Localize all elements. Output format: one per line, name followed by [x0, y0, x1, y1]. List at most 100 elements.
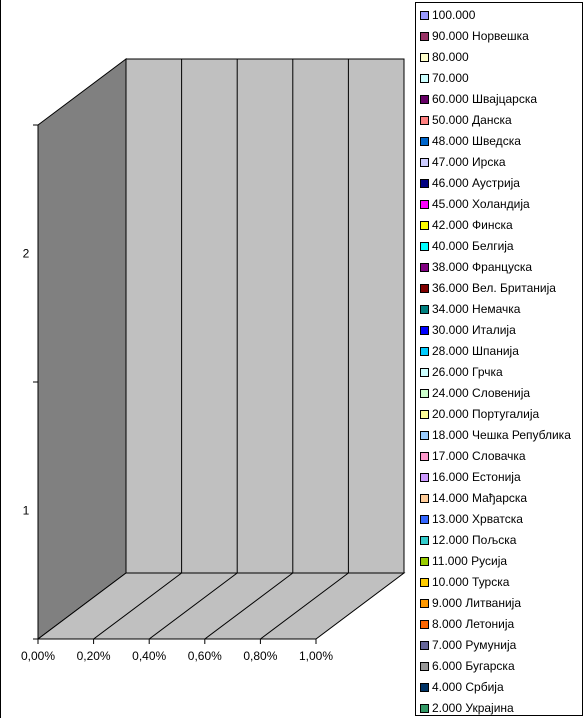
floor-gridline — [93, 572, 182, 640]
floor-gridline — [260, 572, 349, 640]
legend-swatch — [420, 556, 429, 566]
legend-label: 12.000 Пољска — [432, 533, 517, 547]
legend-item: 45.000 Холандија — [420, 195, 530, 213]
y-axis-ticks: 12 — [23, 124, 38, 640]
legend-label: 80.000 — [432, 50, 469, 64]
legend-item: 80.000 — [420, 48, 469, 66]
legend-label: 16.000 Естонија — [432, 470, 521, 484]
legend-item: 16.000 Естонија — [420, 468, 521, 486]
legend-item: 10.000 Турска — [420, 573, 509, 591]
legend-label: 60.000 Швајцарска — [432, 92, 538, 106]
legend-item: 90.000 Норвешка — [420, 27, 529, 45]
legend: 100.000 90.000 Норвешка 80.000 70.000 60.000… — [415, 2, 583, 716]
legend-label: 4.000 Србија — [432, 680, 504, 694]
legend-item: 50.000 Данска — [420, 111, 512, 129]
legend-swatch — [420, 94, 429, 104]
legend-swatch — [420, 283, 429, 293]
legend-label: 40.000 Белгија — [432, 239, 514, 253]
legend-item: 11.000 Русија — [420, 552, 507, 570]
legend-item: 46.000 Аустрија — [420, 174, 520, 192]
side-wall — [37, 58, 127, 640]
legend-label: 7.000 Румунија — [432, 638, 517, 652]
legend-label: 48.000 Шведска — [432, 134, 521, 148]
legend-swatch — [420, 472, 429, 482]
legend-label: 9.000 Литванија — [432, 596, 522, 610]
back-wall — [125, 58, 405, 574]
legend-item: 17.000 Словачка — [420, 447, 526, 465]
x-tick-label: 0,20% — [77, 649, 111, 663]
legend-label: 8.000 Летонија — [432, 617, 515, 631]
legend-swatch — [420, 682, 429, 692]
legend-swatch — [420, 115, 429, 125]
chart-plot-area: 0,00% 0,20% 0,40% 0,60% 0,80% 1,00% 12 — [21, 58, 406, 663]
legend-swatch — [420, 178, 429, 188]
legend-swatch — [420, 451, 429, 461]
legend-swatch — [420, 325, 429, 335]
legend-item: 20.000 Португалија — [420, 405, 539, 423]
legend-swatch — [420, 661, 429, 671]
legend-item: 4.000 Србија — [420, 678, 504, 696]
legend-swatch — [420, 199, 429, 209]
legend-swatch — [420, 52, 429, 62]
legend-label: 2.000 Украјина — [432, 701, 514, 715]
legend-item: 9.000 Литванија — [420, 594, 521, 612]
legend-label: 6.000 Бугарска — [432, 659, 515, 673]
legend-swatch — [420, 367, 429, 377]
legend-label: 36.000 Вел. Британија — [432, 281, 556, 295]
gridlines — [93, 59, 349, 640]
legend-swatch — [420, 514, 429, 524]
legend-swatch — [420, 703, 429, 713]
legend-label: 24.000 Словенија — [432, 386, 531, 400]
legend-label: 50.000 Данска — [432, 113, 512, 127]
legend-label: 10.000 Турска — [432, 575, 510, 589]
x-tick-label: 0,80% — [243, 649, 277, 663]
legend-swatch — [420, 73, 429, 83]
legend-item: 24.000 Словенија — [420, 384, 530, 402]
plot-left-edge — [0, 0, 1, 718]
x-tick-label: 0,00% — [21, 649, 55, 663]
legend-label: 46.000 Аустрија — [432, 176, 520, 190]
legend-item: 100.000 — [420, 6, 475, 24]
legend-item: 13.000 Хрватска — [420, 510, 523, 528]
legend-label: 28.000 Шпанија — [432, 344, 519, 358]
legend-label: 30.000 Италија — [432, 323, 516, 337]
legend-item: 2.000 Украјина — [420, 699, 514, 717]
legend-label: 26.000 Грчка — [432, 365, 503, 379]
legend-swatch — [420, 493, 429, 503]
x-tick-label: 1,00% — [299, 649, 333, 663]
legend-swatch — [420, 220, 429, 230]
legend-item: 18.000 Чешка Република — [420, 426, 571, 444]
legend-item: 7.000 Румунија — [420, 636, 516, 654]
legend-item: 36.000 Вел. Британија — [420, 279, 556, 297]
legend-swatch — [420, 409, 429, 419]
legend-swatch — [420, 262, 429, 272]
legend-item: 8.000 Летонија — [420, 615, 514, 633]
legend-swatch — [420, 598, 429, 608]
legend-label: 90.000 Норвешка — [432, 29, 529, 43]
legend-swatch — [420, 430, 429, 440]
legend-swatch — [420, 136, 429, 146]
legend-label: 17.000 Словачка — [432, 449, 526, 463]
legend-item: 47.000 Ирска — [420, 153, 506, 171]
legend-swatch — [420, 346, 429, 356]
legend-swatch — [420, 304, 429, 314]
legend-label: 38.000 Француска — [432, 260, 533, 274]
legend-label: 13.000 Хрватска — [432, 512, 523, 526]
legend-item: 40.000 Белгија — [420, 237, 514, 255]
legend-label: 47.000 Ирска — [432, 155, 506, 169]
legend-item: 26.000 Грчка — [420, 363, 503, 381]
floor-gridline — [148, 572, 238, 640]
legend-swatch — [420, 31, 429, 41]
legend-item: 42.000 Финска — [420, 216, 513, 234]
legend-label: 42.000 Финска — [432, 218, 513, 232]
x-tick-label: 0,60% — [188, 649, 222, 663]
legend-label: 18.000 Чешка Република — [432, 428, 571, 442]
y-tick-label: 2 — [23, 247, 30, 261]
legend-item: 6.000 Бугарска — [420, 657, 515, 675]
legend-label: 70.000 — [432, 71, 469, 85]
legend-item: 38.000 Француска — [420, 258, 532, 276]
legend-swatch — [420, 577, 429, 587]
legend-item: 12.000 Пољска — [420, 531, 516, 549]
legend-label: 20.000 Португалија — [432, 407, 540, 421]
legend-swatch — [420, 640, 429, 650]
